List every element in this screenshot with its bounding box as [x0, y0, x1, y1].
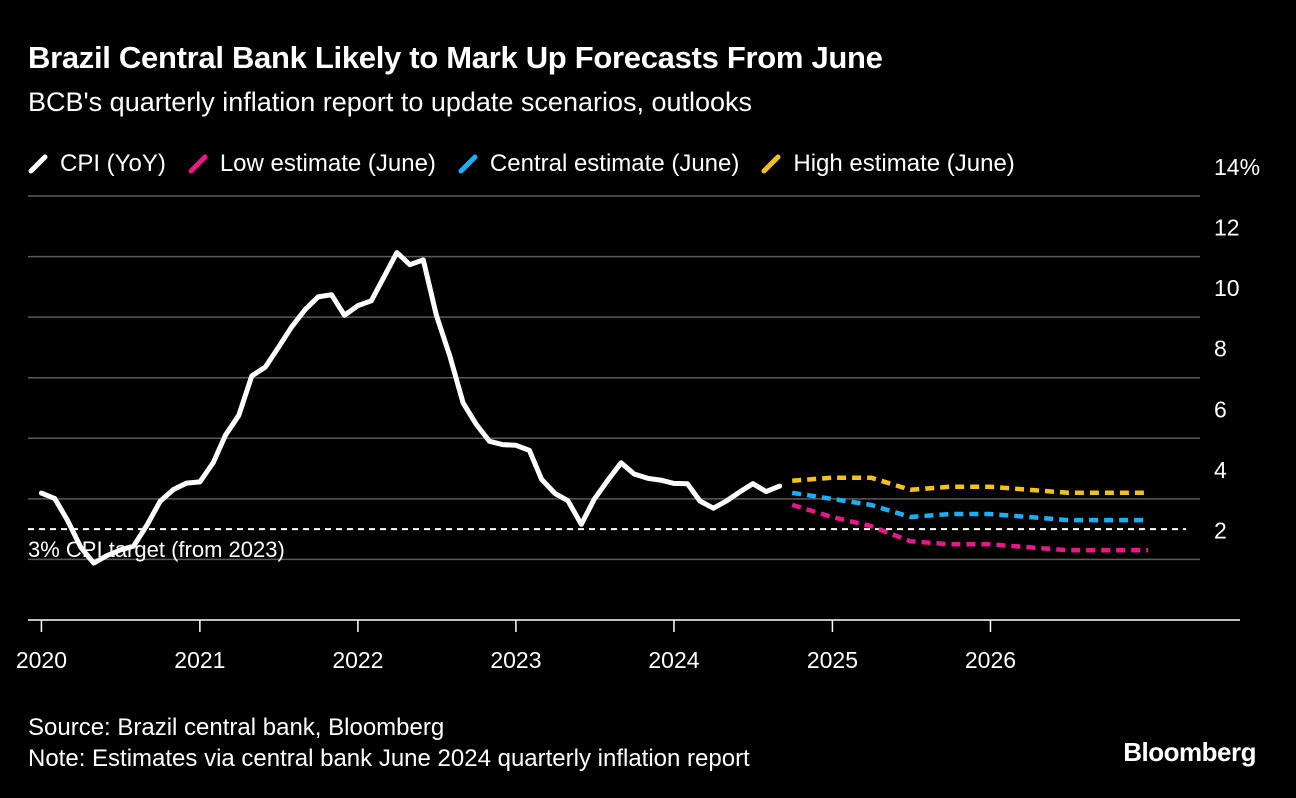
source-note: Source: Brazil central bank, Bloomberg — [28, 714, 445, 741]
y-tick-label-14: 14% — [1214, 154, 1260, 180]
legend-label-3: High estimate (June) — [793, 150, 1015, 177]
chart-title: Brazil Central Bank Likely to Mark Up Fo… — [28, 40, 883, 75]
x-tick-label-2023: 2023 — [490, 647, 541, 673]
legend-item-2: Central estimate (June) — [458, 150, 739, 178]
chart-footer: Source: Brazil central bank, Bloomberg N… — [28, 712, 750, 774]
y-tick-label-4: 4 — [1214, 457, 1227, 483]
x-axis: 2020 2021 2022 2023 2024 2025 2026 — [16, 619, 1240, 673]
series-line-1 — [791, 502, 1148, 553]
x-tick-label-2024: 2024 — [648, 647, 699, 673]
target-reference: 3% CPI target (from 2023) — [28, 528, 1186, 562]
series-line-0 — [38, 250, 783, 566]
legend-swatch-2 — [458, 154, 478, 174]
y-tick-label-8: 8 — [1214, 336, 1227, 362]
chart-legend: CPI (YoY) Low estimate (June) Central esti… — [28, 146, 1037, 182]
x-tick-label-2020: 2020 — [16, 647, 67, 673]
series-line-3 — [792, 475, 1148, 496]
y-tick-label-12: 12 — [1214, 215, 1240, 241]
grid-lines — [28, 195, 1200, 561]
x-tick-label-2022: 2022 — [332, 647, 383, 673]
legend-label-2: Central estimate (June) — [489, 150, 740, 177]
target-label: 3% CPI target (from 2023) — [28, 537, 285, 562]
methodology-note: Note: Estimates via central bank June 20… — [28, 745, 750, 772]
legend-swatch-0 — [28, 154, 48, 174]
legend-swatch-1 — [188, 154, 208, 174]
legend-item-1: Low estimate (June) — [188, 150, 436, 178]
x-tick-label-2025: 2025 — [807, 647, 858, 673]
chart-subtitle: BCB's quarterly inflation report to upda… — [28, 87, 753, 117]
x-tick-label-2021: 2021 — [174, 647, 225, 673]
bloomberg-logo: Bloomberg — [1123, 737, 1256, 767]
x-tick-label-2026: 2026 — [965, 647, 1016, 673]
legend-label-0: CPI (YoY) — [60, 150, 166, 177]
y-axis: 2 4 6 8 10 12 14% — [1214, 154, 1260, 543]
y-tick-label-6: 6 — [1214, 396, 1227, 422]
legend-item-3: High estimate (June) — [761, 150, 1015, 178]
series-lines — [38, 250, 1148, 566]
legend-label-1: Low estimate (June) — [219, 150, 436, 177]
y-tick-label-10: 10 — [1214, 275, 1240, 301]
series-line-2 — [791, 490, 1148, 523]
legend-swatch-3 — [761, 154, 781, 174]
legend-item-0: CPI (YoY) — [28, 150, 166, 178]
y-tick-label-2: 2 — [1214, 517, 1227, 543]
